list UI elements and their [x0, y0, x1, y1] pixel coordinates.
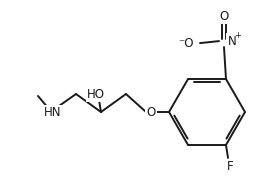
Text: HN: HN: [44, 106, 62, 119]
Text: F: F: [227, 160, 233, 174]
Text: O: O: [219, 10, 229, 23]
Text: HO: HO: [87, 88, 105, 101]
Text: +: +: [235, 31, 241, 40]
Text: ⁻O: ⁻O: [178, 37, 194, 50]
Text: O: O: [146, 105, 156, 119]
Text: N: N: [228, 35, 236, 48]
